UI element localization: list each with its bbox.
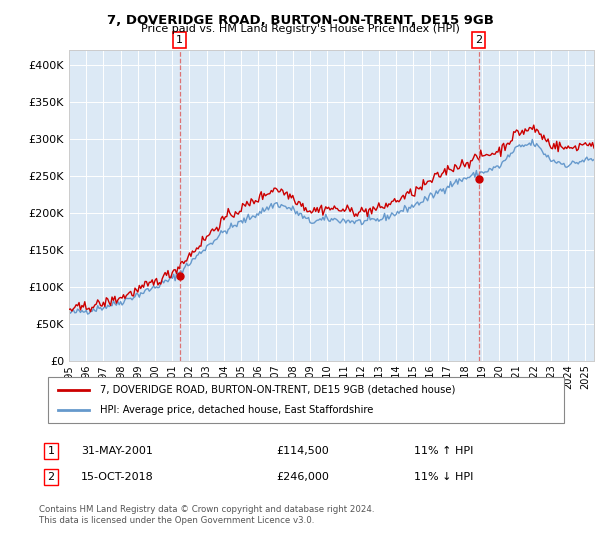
Text: 2: 2	[47, 472, 55, 482]
Text: 2: 2	[475, 35, 482, 45]
Text: £246,000: £246,000	[276, 472, 329, 482]
Text: Price paid vs. HM Land Registry's House Price Index (HPI): Price paid vs. HM Land Registry's House …	[140, 24, 460, 34]
Text: 15-OCT-2018: 15-OCT-2018	[81, 472, 154, 482]
Text: HPI: Average price, detached house, East Staffordshire: HPI: Average price, detached house, East…	[100, 405, 373, 415]
Text: 11% ↓ HPI: 11% ↓ HPI	[414, 472, 473, 482]
Text: Contains HM Land Registry data © Crown copyright and database right 2024.
This d: Contains HM Land Registry data © Crown c…	[39, 505, 374, 525]
Text: 31-MAY-2001: 31-MAY-2001	[81, 446, 153, 456]
Text: 11% ↑ HPI: 11% ↑ HPI	[414, 446, 473, 456]
Text: 7, DOVERIDGE ROAD, BURTON-ON-TRENT, DE15 9GB: 7, DOVERIDGE ROAD, BURTON-ON-TRENT, DE15…	[107, 14, 493, 27]
Text: 1: 1	[176, 35, 183, 45]
Text: £114,500: £114,500	[276, 446, 329, 456]
Text: 1: 1	[47, 446, 55, 456]
Text: 7, DOVERIDGE ROAD, BURTON-ON-TRENT, DE15 9GB (detached house): 7, DOVERIDGE ROAD, BURTON-ON-TRENT, DE15…	[100, 385, 455, 395]
